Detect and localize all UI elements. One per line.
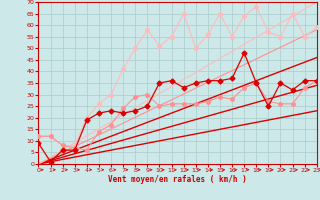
X-axis label: Vent moyen/en rafales ( km/h ): Vent moyen/en rafales ( km/h )	[108, 175, 247, 184]
